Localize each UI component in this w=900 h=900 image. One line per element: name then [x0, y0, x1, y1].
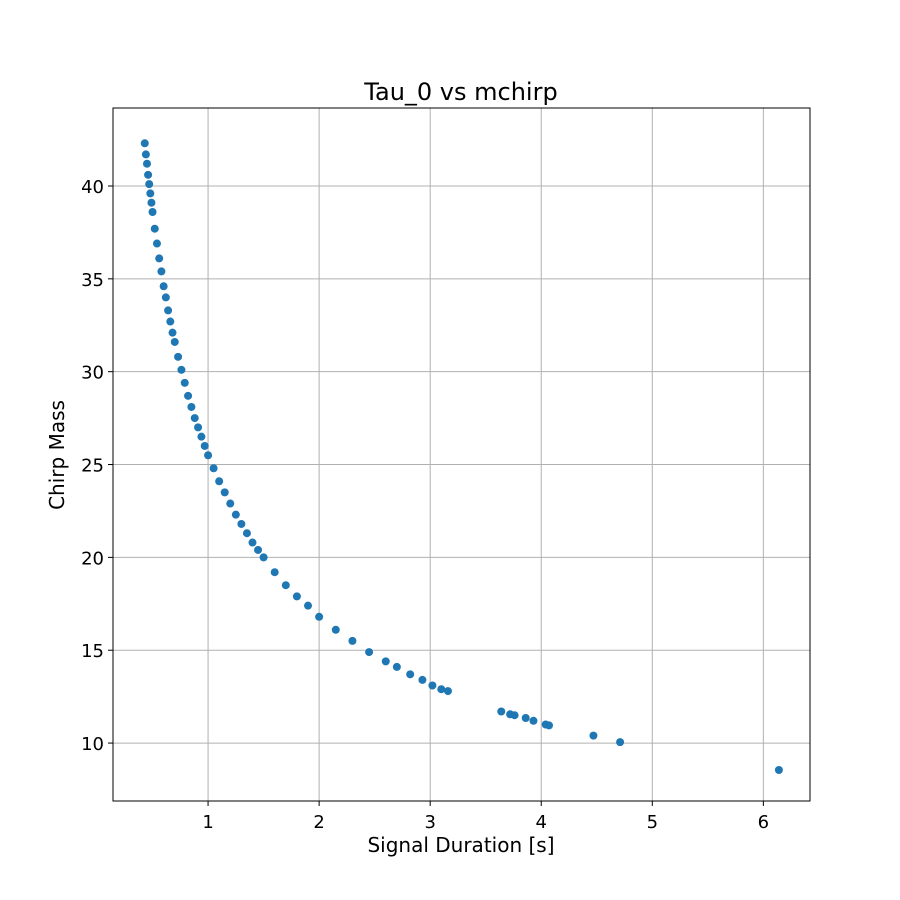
point: [200, 441, 209, 450]
point: [545, 721, 554, 730]
point: [510, 711, 519, 720]
y-axis-label: Chirp Mass: [45, 400, 69, 510]
y-tick-label: 30: [81, 363, 104, 384]
point: [157, 267, 166, 276]
point: [170, 337, 179, 346]
point: [437, 685, 446, 694]
point: [215, 477, 224, 486]
point: [331, 625, 340, 634]
point: [204, 451, 213, 460]
point: [428, 681, 437, 690]
point: [144, 170, 153, 179]
point: [145, 180, 154, 189]
x-tick-label: 4: [536, 812, 547, 833]
x-axis-label: Signal Duration [s]: [367, 833, 554, 857]
point: [174, 352, 183, 361]
point: [161, 293, 170, 302]
point: [166, 317, 175, 326]
point: [270, 568, 279, 577]
point: [521, 713, 530, 722]
point: [381, 657, 390, 666]
point: [197, 432, 206, 441]
x-tick-label: 2: [313, 812, 324, 833]
point: [365, 648, 374, 657]
point: [348, 636, 357, 645]
point: [589, 731, 598, 740]
point: [150, 224, 159, 233]
y-tick-label: 35: [81, 270, 104, 291]
y-tick-label: 20: [81, 548, 104, 569]
point: [190, 414, 199, 423]
point: [304, 601, 313, 610]
y-tick-label: 40: [81, 177, 104, 198]
y-tick-label: 25: [81, 456, 104, 477]
point: [152, 239, 161, 248]
point: [140, 139, 149, 148]
point: [168, 328, 177, 337]
point: [315, 612, 324, 621]
point: [226, 499, 235, 508]
point: [209, 464, 218, 473]
x-tick-label: 5: [647, 812, 658, 833]
point: [774, 765, 783, 774]
point: [159, 282, 168, 291]
point: [147, 198, 156, 207]
point: [248, 538, 257, 547]
point: [164, 306, 173, 315]
point: [155, 254, 164, 263]
point: [141, 150, 150, 159]
point: [418, 675, 427, 684]
chart-title: Tau_0 vs mchirp: [363, 78, 557, 106]
plot-frame: [112, 107, 811, 802]
point: [148, 207, 157, 216]
x-tick-label: 3: [424, 812, 435, 833]
point: [254, 545, 263, 554]
point: [281, 581, 290, 590]
point: [529, 716, 538, 725]
point: [180, 378, 189, 387]
point: [220, 488, 229, 497]
point: [142, 159, 151, 168]
point: [231, 510, 240, 519]
y-tick-label: 15: [81, 641, 104, 662]
point: [497, 707, 506, 716]
point: [292, 592, 301, 601]
x-tick-label: 1: [202, 812, 213, 833]
point: [443, 687, 452, 696]
point: [237, 519, 246, 528]
point: [187, 402, 196, 411]
point: [406, 670, 415, 679]
point: [616, 738, 625, 747]
y-tick-label: 10: [81, 734, 104, 755]
point: [146, 189, 155, 198]
point: [177, 365, 186, 374]
x-tick-label: 6: [758, 812, 769, 833]
point: [259, 553, 268, 562]
point: [194, 423, 203, 432]
point: [242, 529, 251, 538]
point: [184, 391, 193, 400]
point: [392, 662, 401, 671]
